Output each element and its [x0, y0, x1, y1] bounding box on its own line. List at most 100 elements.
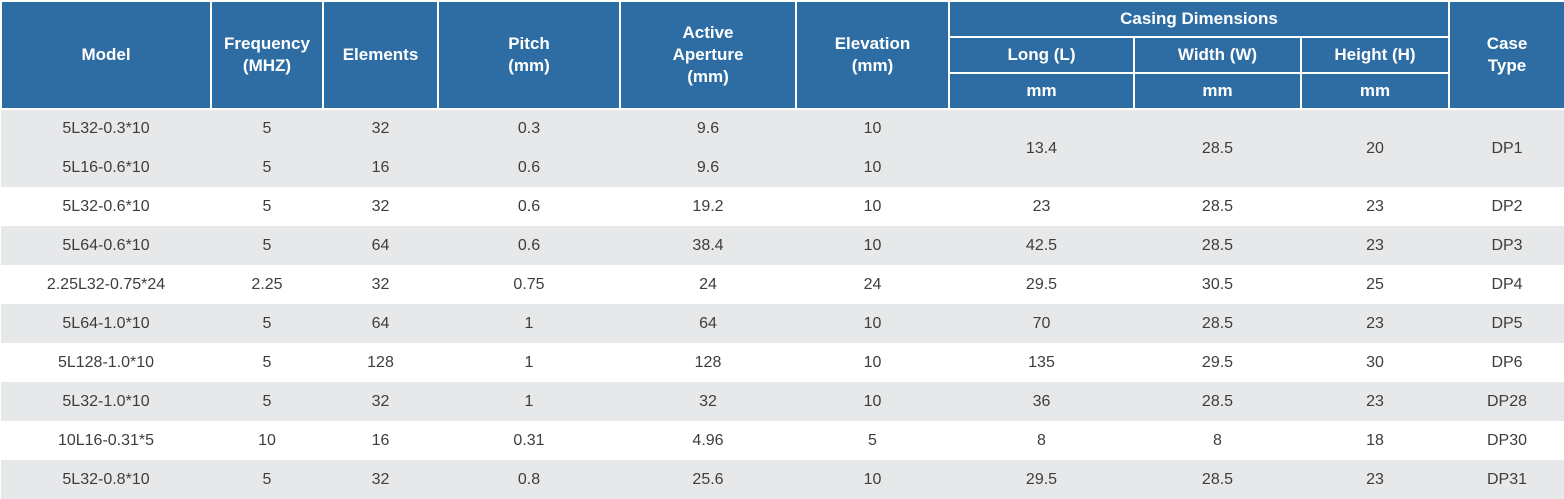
cell-frequency: 2.25	[251, 275, 283, 293]
cell-active-aperture: 128	[694, 353, 722, 371]
cell-height: 20	[1366, 139, 1384, 157]
cell-pitch: 0.8	[517, 470, 541, 488]
cell-model: 5L16-0.6*10	[62, 158, 150, 176]
cell-model: 5L32-0.6*10	[62, 197, 150, 215]
cell-long: 8	[1037, 431, 1046, 449]
header-row-2: Long (L) Width (W) Height (H)	[1, 36, 1564, 74]
cell-long: 13.4	[1025, 139, 1058, 157]
cell-width: 30.5	[1201, 275, 1234, 293]
table-row: 5L64-0.6*10 5 64 0.6 38.4 10 42.5 28.5 2…	[1, 226, 1564, 265]
cell-height: 23	[1366, 236, 1384, 254]
cell-model: 10L16-0.31*5	[57, 431, 155, 449]
cell-elements: 32	[371, 120, 390, 137]
cell-width: 29.5	[1201, 353, 1234, 371]
cell-width: 8	[1213, 431, 1222, 449]
table-body: 5L32-0.3*10 5 32 0.3 9.6 10 13.4 28.5 20…	[1, 109, 1564, 499]
header-row-3: mm mm mm	[1, 72, 1564, 110]
col-header-elements: Elements	[322, 0, 439, 110]
cell-frequency: 5	[262, 392, 272, 410]
cell-frequency: 5	[262, 353, 272, 371]
cell-height: 18	[1366, 431, 1384, 449]
col-header-pitch: Pitch (mm)	[437, 0, 621, 110]
cell-width: 28.5	[1201, 197, 1234, 215]
cell-elements: 64	[371, 236, 390, 254]
cell-elements: 128	[367, 353, 394, 371]
cell-long: 42.5	[1025, 236, 1058, 254]
cell-elevation: 10	[863, 120, 882, 137]
cell-pitch: 0.75	[513, 275, 545, 293]
table-row: 5L32-0.6*10 5 32 0.6 19.2 10 23 28.5 23 …	[1, 187, 1564, 226]
col-header-model: Model	[0, 0, 212, 110]
cell-model: 5L64-0.6*10	[62, 236, 150, 254]
cell-frequency: 5	[262, 120, 272, 137]
table-row: 5L64-1.0*10 5 64 1 64 10 70 28.5 23 DP5	[1, 304, 1564, 343]
cell-case-type: DP30	[1487, 431, 1528, 449]
cell-elevation: 10	[863, 236, 882, 254]
cell-long: 70	[1032, 314, 1051, 332]
cell-elevation: 10	[863, 353, 882, 371]
table-row: 5L32-0.8*10 5 32 0.8 25.6 10 29.5 28.5 2…	[1, 460, 1564, 499]
table-header: Model Frequency (MHZ) Elements Pitch (mm…	[0, 0, 1564, 110]
col-header-frequency: Frequency (MHZ)	[210, 0, 324, 110]
cell-elements: 32	[371, 197, 390, 215]
table-row: 5L128-1.0*10 5 128 1 128 10 135 29.5 30 …	[1, 343, 1564, 382]
cell-height: 30	[1366, 353, 1384, 371]
cell-long: 29.5	[1025, 275, 1058, 293]
cell-long: 135	[1028, 353, 1055, 371]
cell-pitch: 0.6	[517, 158, 541, 176]
cell-elevation: 10	[863, 314, 882, 332]
cell-width: 28.5	[1201, 470, 1234, 488]
cell-model: 2.25L32-0.75*24	[46, 275, 166, 293]
cell-elevation: 10	[863, 197, 882, 215]
col-header-width: Width (W)	[1133, 36, 1302, 74]
cell-long: 29.5	[1025, 470, 1058, 488]
cell-height: 23	[1366, 197, 1384, 215]
col-header-case-type: Case Type	[1448, 0, 1564, 110]
cell-elements: 16	[371, 158, 390, 176]
cell-active-aperture: 19.2	[692, 197, 724, 215]
col-header-casing-dimensions: Casing Dimensions	[947, 0, 1451, 38]
cell-active-aperture: 9.6	[696, 120, 720, 137]
col-header-long: Long (L)	[948, 36, 1135, 74]
cell-case-type: DP4	[1491, 275, 1523, 293]
cell-elevation: 5	[868, 431, 877, 449]
table-row: 5L32-0.3*10 5 32 0.3 9.6 10 13.4 28.5 20…	[1, 109, 1564, 157]
cell-elevation: 10	[863, 158, 882, 176]
cell-long: 23	[1032, 197, 1051, 215]
cell-height: 23	[1366, 392, 1384, 410]
cell-frequency: 10	[258, 431, 276, 449]
cell-case-type: DP1	[1491, 139, 1523, 157]
col-header-elevation: Elevation (mm)	[795, 0, 950, 110]
cell-pitch: 0.31	[513, 431, 545, 449]
cell-elevation: 10	[863, 470, 882, 488]
cell-elevation: 24	[863, 275, 882, 293]
table-row: 2.25L32-0.75*24 2.25 32 0.75 24 24 29.5 …	[1, 265, 1564, 304]
cell-case-type: DP31	[1487, 470, 1528, 488]
col-header-height: Height (H)	[1299, 36, 1451, 74]
cell-model: 5L128-1.0*10	[57, 353, 155, 371]
unit-height-mm: mm	[1299, 72, 1451, 110]
cell-elements: 32	[371, 392, 390, 410]
cell-elements: 16	[371, 431, 390, 449]
cell-frequency: 5	[262, 236, 272, 254]
table-row: 5L32-1.0*10 5 32 1 32 10 36 28.5 23 DP28	[1, 382, 1564, 421]
col-header-active-aperture: Active Aperture (mm)	[619, 0, 797, 110]
cell-model: 5L32-0.3*10	[62, 120, 150, 137]
cell-elements: 32	[371, 275, 390, 293]
cell-width: 28.5	[1201, 314, 1234, 332]
cell-frequency: 5	[262, 470, 272, 488]
cell-active-aperture: 9.6	[696, 158, 720, 176]
cell-active-aperture: 32	[699, 392, 717, 410]
cell-case-type: DP6	[1491, 353, 1523, 371]
unit-width-mm: mm	[1133, 72, 1302, 110]
cell-long: 36	[1032, 392, 1051, 410]
cell-frequency: 5	[262, 158, 272, 176]
cell-pitch: 0.3	[517, 120, 541, 137]
cell-pitch: 0.6	[517, 197, 541, 215]
cell-pitch: 1	[524, 314, 534, 332]
cell-width: 28.5	[1201, 236, 1234, 254]
cell-case-type: DP28	[1487, 392, 1528, 410]
cell-width: 28.5	[1201, 139, 1234, 157]
unit-long-mm: mm	[948, 72, 1135, 110]
